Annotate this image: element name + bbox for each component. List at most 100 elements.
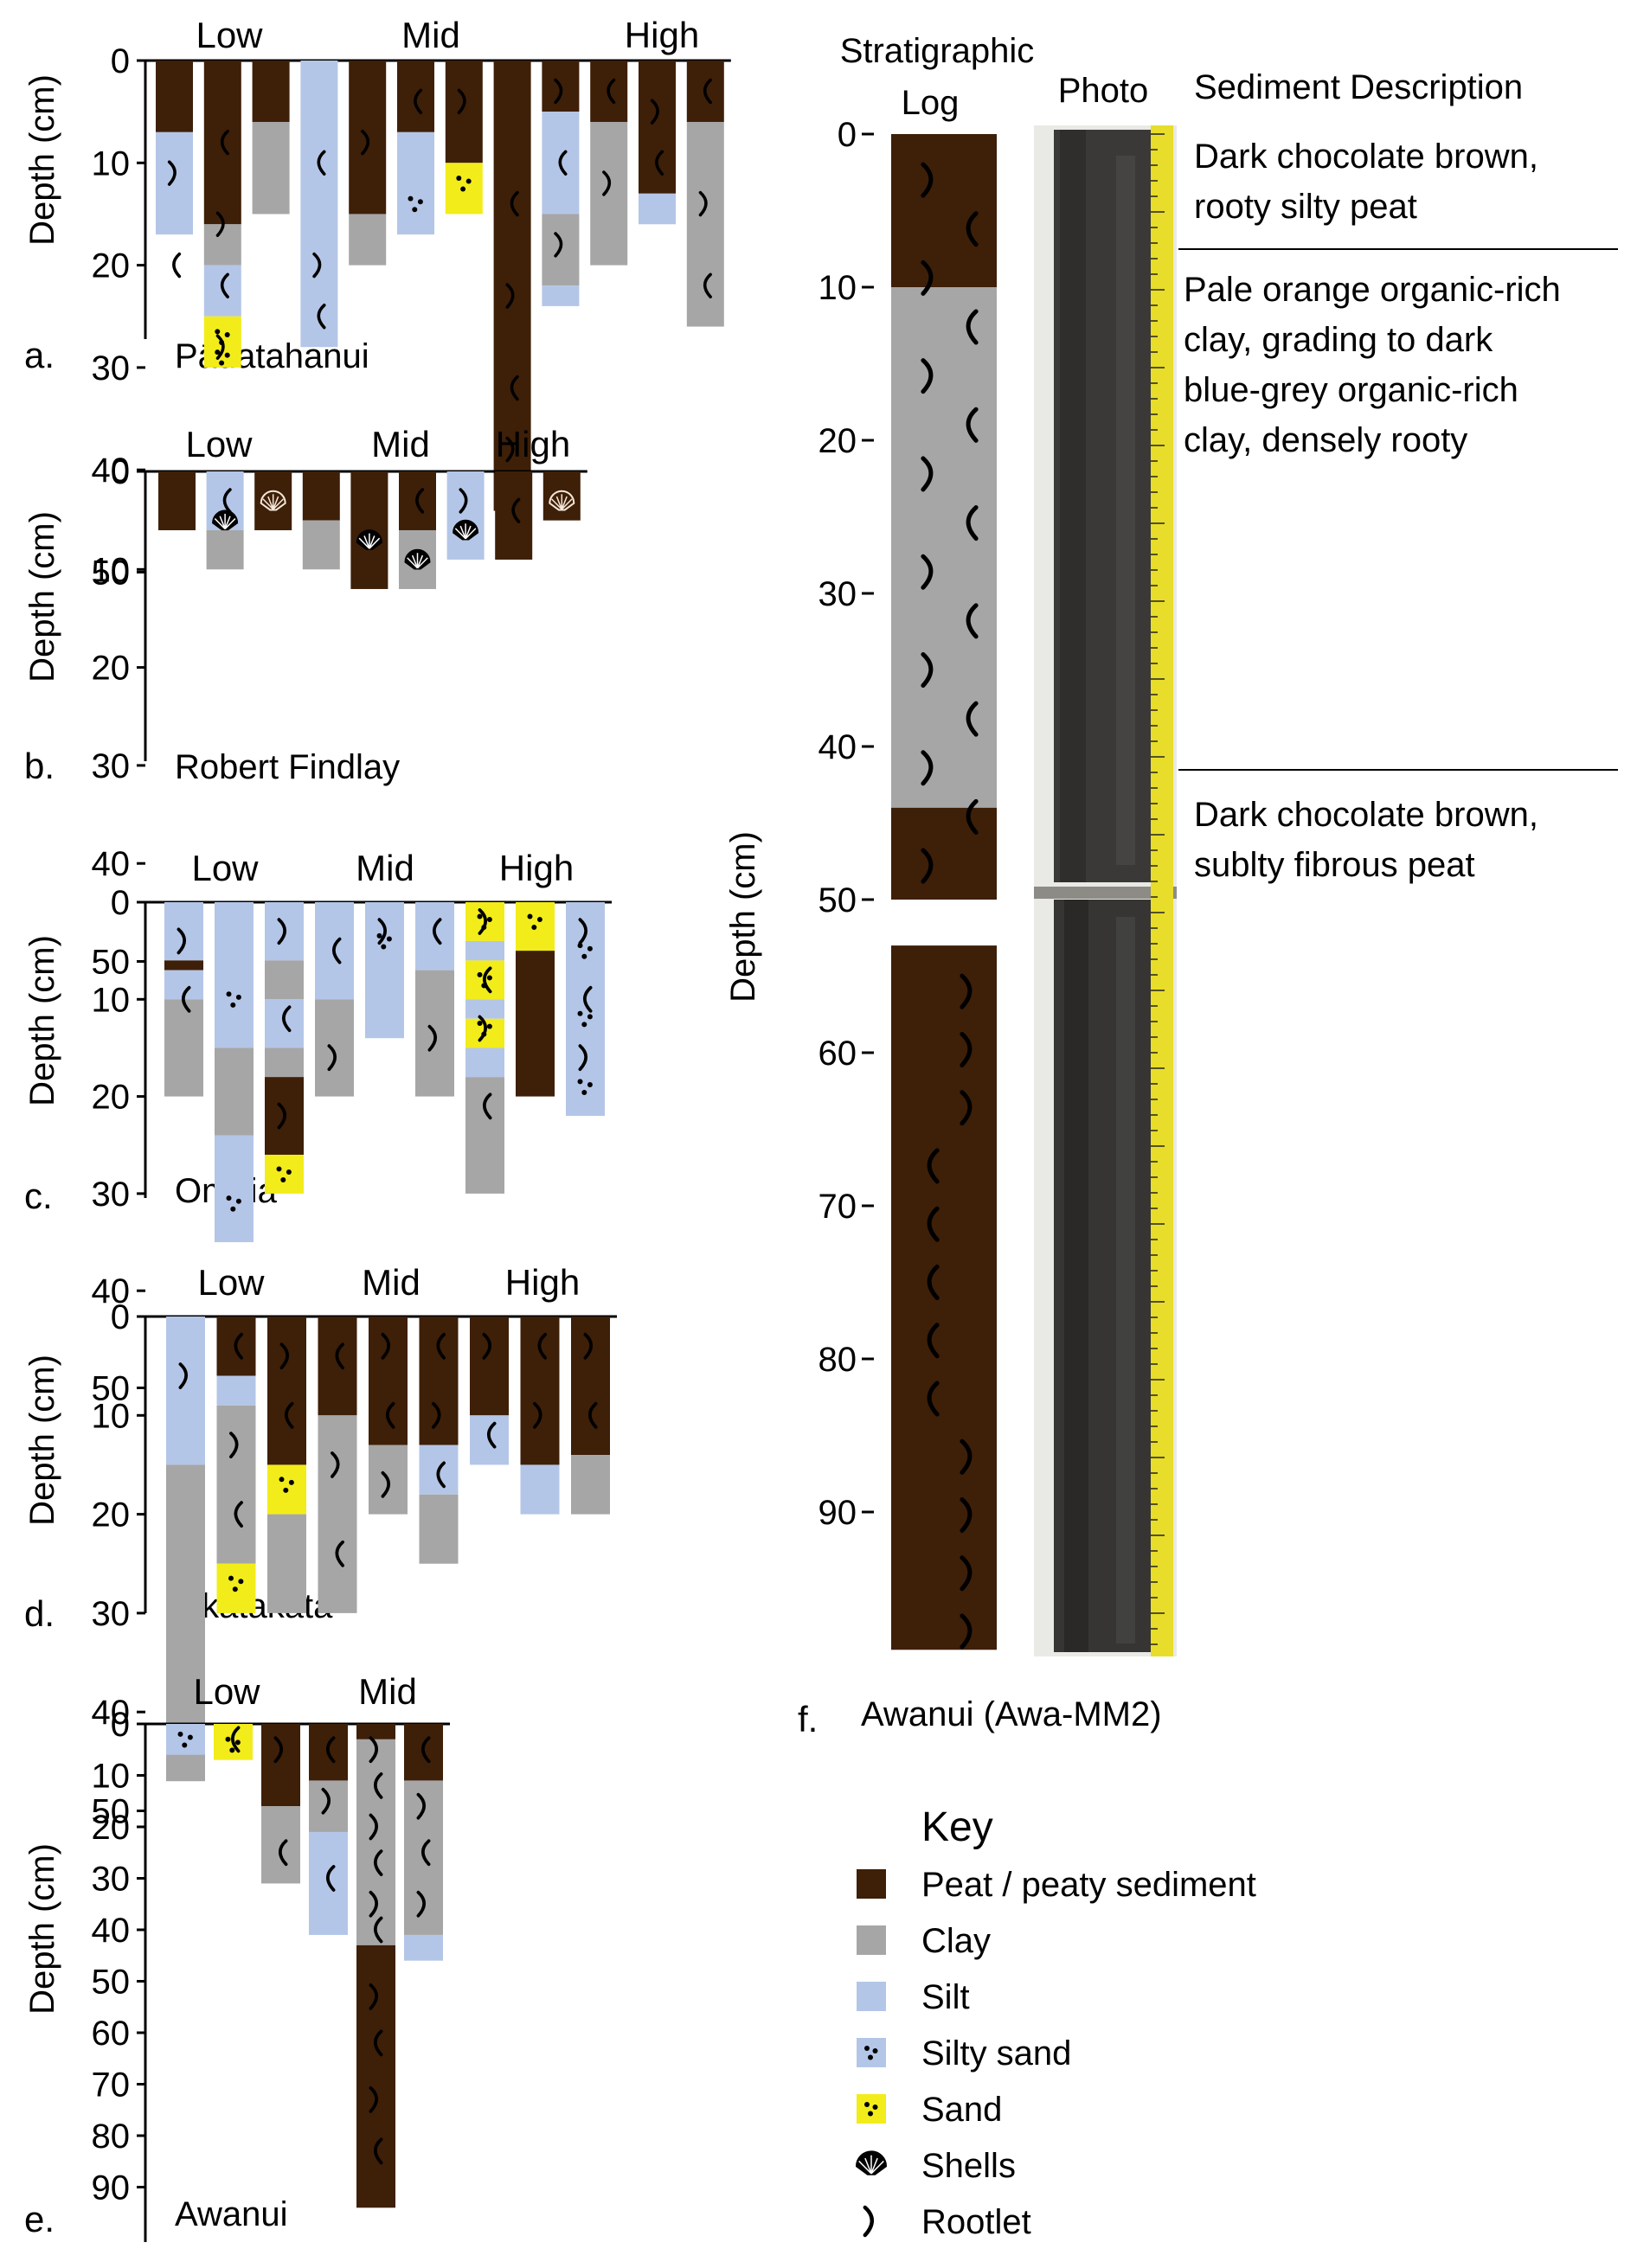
rootlet-icon (960, 1555, 973, 1592)
zone-label: High (499, 848, 574, 888)
sand-grain-icon (215, 349, 221, 356)
sand-grain-icon (486, 917, 492, 923)
sand-grain-icon (577, 943, 583, 949)
description-line: Pale orange organic-rich (1184, 271, 1561, 309)
rootlet-icon (215, 334, 225, 360)
key-swatch (857, 2094, 886, 2124)
core-column (252, 61, 290, 215)
rootlet-icon (510, 375, 519, 401)
rootlet-icon (927, 1206, 940, 1242)
core-photo (1034, 125, 1177, 1656)
peat-layer (302, 471, 340, 521)
core-column (315, 902, 354, 1097)
core-column (158, 471, 196, 530)
depth-tick-label: 30 (92, 1861, 131, 1899)
rootlet-icon (284, 1401, 294, 1429)
rootlet-icon (327, 1044, 337, 1072)
peat-layer (318, 1317, 357, 1416)
rootlet-icon (331, 1451, 340, 1478)
clay-layer (571, 1455, 610, 1515)
key-swatch (857, 1869, 886, 1899)
rootlet-icon (220, 129, 229, 156)
description-line: clay, densely rooty (1184, 421, 1467, 459)
panel-letter: e. (24, 2199, 55, 2239)
clay-layer (215, 1048, 254, 1136)
core-column (369, 1317, 408, 1515)
rootlet-icon (167, 160, 177, 186)
depth-tick-label: 20 (92, 650, 131, 688)
sand-grain-icon (581, 953, 587, 959)
rootlet-icon (583, 1332, 594, 1360)
rootlet-icon (927, 1381, 940, 1417)
sand-grain-icon (536, 917, 542, 923)
rootlet-icon (505, 436, 515, 463)
depth-axis-label: Depth (cm) (23, 511, 61, 682)
rootlet-icon (317, 304, 326, 330)
clay-layer (318, 1415, 357, 1613)
panel-f-ylabel: Depth (cm) (724, 831, 762, 1003)
sand-grain-icon (187, 1734, 193, 1740)
core-column (399, 471, 436, 589)
depth-axis-label: Depth (cm) (23, 1355, 61, 1526)
key-title: Key (921, 1804, 993, 1850)
rootlet-icon (436, 1461, 446, 1489)
rootlet-icon (277, 918, 287, 945)
rootlet-icon (505, 283, 515, 309)
description-line: blue-grey organic-rich (1184, 371, 1518, 409)
panel-e: Low Mid 0 10 20 30 40 50 60 70 80 90 Depth (cm) e. Awa… (23, 1671, 450, 2242)
peat-layer (516, 951, 555, 1097)
rootlet-icon (459, 488, 468, 514)
rootlet-icon (966, 309, 979, 345)
rootlet-icon (511, 497, 521, 524)
rootlet-icon (373, 1916, 383, 1944)
peat-layer (261, 1724, 300, 1807)
sand-grain-icon (412, 207, 418, 213)
panel-letter: d. (24, 1593, 55, 1634)
depth-tick-label: 40 (92, 1272, 131, 1310)
core-column (215, 902, 254, 1243)
peat-layer (470, 1317, 509, 1416)
core-column (542, 61, 580, 306)
silt-layer (520, 1464, 560, 1515)
sand-grain-icon (481, 1031, 487, 1037)
description-header: Sediment Description (1194, 68, 1523, 106)
peat-layer (158, 471, 196, 530)
depth-tick-label: 50 (92, 1793, 131, 1831)
zone-label: Low (196, 15, 263, 55)
sand-grain-icon (232, 1586, 238, 1592)
clay-layer (891, 287, 997, 808)
depth-tick-label: 50 (92, 1370, 131, 1408)
core-column (216, 1317, 256, 1613)
zone-label: Mid (362, 1262, 420, 1303)
clay-layer (265, 1048, 304, 1078)
depth-tick-label: 20 (92, 1079, 131, 1117)
rootlet-icon (558, 150, 568, 176)
silt-layer (215, 902, 254, 1048)
sand-grain-icon (229, 1747, 235, 1753)
rootlet-icon (277, 1102, 287, 1130)
depth-tick-label: 30 (92, 747, 131, 785)
rootlet-icon (369, 1813, 379, 1841)
sand-grain-icon (225, 1736, 231, 1742)
depth-tick-label: 10 (818, 269, 857, 307)
depth-tick-label: 0 (111, 42, 130, 80)
rootlet-icon (582, 985, 593, 1013)
sand-grain-icon (872, 2105, 878, 2110)
peat-layer (493, 61, 531, 511)
silt-layer (164, 902, 203, 961)
clay-layer (315, 999, 354, 1097)
depth-tick-label: 70 (92, 2066, 131, 2105)
clay-layer (356, 1739, 395, 1945)
core-column (261, 1724, 300, 1884)
rootlet-icon (921, 554, 934, 590)
key-label: Clay (921, 1922, 991, 1960)
rootlet-icon (369, 1736, 379, 1764)
sand-grain-icon (587, 1081, 593, 1087)
rootlet-icon (215, 211, 225, 237)
depth-tick-label: 0 (111, 884, 130, 922)
zone-label: Mid (356, 848, 414, 888)
core-column (415, 902, 454, 1097)
clay-layer (164, 999, 203, 1097)
